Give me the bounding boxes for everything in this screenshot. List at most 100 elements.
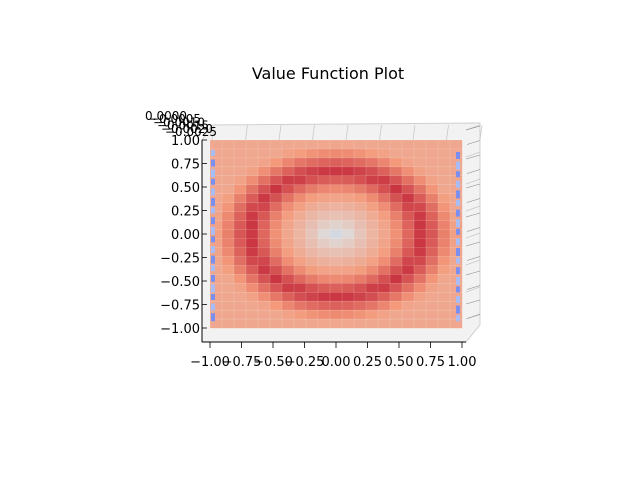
surface-cell [329, 148, 343, 159]
surface-cell [245, 220, 259, 231]
z-pane-tick [466, 169, 481, 174]
surface-cell [401, 300, 415, 311]
surface-cell [245, 211, 259, 222]
surface-cell [305, 220, 319, 231]
surface-cell [365, 184, 379, 195]
surface-cell [353, 211, 367, 222]
surface-cell [341, 166, 355, 177]
surface-cell [233, 157, 247, 168]
surface-cell [389, 148, 403, 159]
surface-cell [413, 291, 427, 302]
surface-cell [281, 318, 295, 329]
surface-cell [221, 184, 235, 195]
surface-cell [329, 211, 343, 222]
z-tick-label: −0.0025 [165, 125, 217, 139]
surface-cell [329, 184, 343, 195]
surface-cell [317, 300, 331, 311]
edge-cell [211, 226, 215, 235]
surface-cell [341, 238, 355, 248]
surface-cell [341, 318, 355, 329]
pane-gridline [465, 259, 481, 266]
surface-cell [365, 291, 379, 302]
pane-gridline [379, 124, 382, 141]
pane-gridline [465, 178, 481, 185]
surface-cell [377, 166, 391, 177]
edge-cell [211, 255, 215, 264]
surface-cell [305, 202, 319, 213]
surface-cell [389, 291, 403, 302]
surface-cell [401, 291, 415, 302]
surface-cell [413, 274, 427, 284]
surface-cell [413, 202, 427, 213]
surface-cell [329, 274, 343, 284]
edge-cell [211, 284, 215, 293]
surface-cell [317, 202, 331, 213]
surface-cell [329, 193, 343, 204]
edge-cell [456, 161, 460, 170]
surface-cell [257, 247, 271, 257]
surface-cell [305, 291, 319, 302]
surface-cell [233, 202, 247, 213]
surface-cell [233, 247, 247, 257]
surface-cell [401, 238, 415, 248]
edge-cell [211, 150, 215, 156]
surface-cell [365, 202, 379, 213]
surface-cell [377, 318, 391, 329]
surface-cell [305, 175, 319, 186]
surface-cell [233, 300, 247, 311]
surface-cell [221, 166, 235, 177]
surface-cell [329, 247, 343, 257]
surface-cell [341, 283, 355, 293]
surface-cell [281, 238, 295, 248]
y-tick-label: −0.25 [160, 252, 200, 267]
surface-cell [413, 238, 427, 248]
pane-gridline [465, 205, 481, 212]
surface-cell [233, 166, 247, 177]
surface-cell [233, 148, 247, 159]
edge-cell [456, 238, 460, 246]
surface-cell [389, 229, 403, 239]
surface-cell [377, 300, 391, 311]
y-tick-label: 1.00 [171, 134, 200, 149]
surface-cell [437, 274, 451, 284]
surface-cell [317, 220, 331, 231]
surface-cell [377, 148, 391, 159]
surface-cell [281, 175, 295, 186]
surface-cell [425, 229, 439, 239]
surface-cell [317, 193, 331, 204]
surface-cell [377, 139, 391, 150]
surface-cell [233, 291, 247, 302]
surface-cell [269, 309, 283, 320]
surface-cell [341, 229, 355, 239]
surface-cell [317, 175, 331, 186]
surface-cell [281, 157, 295, 168]
surface-cell [437, 318, 451, 329]
surface-cell [209, 139, 223, 150]
surface-cell [389, 309, 403, 320]
surface-cell [401, 283, 415, 293]
surface-cell [437, 148, 451, 159]
surface-cell [245, 202, 259, 213]
surface-cell [305, 265, 319, 275]
surface-cell [269, 202, 283, 213]
surface-cell [341, 148, 355, 159]
z-tick-label: −0.0005 [149, 112, 201, 126]
pane-gridline [465, 232, 481, 239]
surface-cell [257, 318, 271, 329]
surface-cell [389, 300, 403, 311]
pane-gridline [465, 151, 481, 158]
surface-cell [269, 229, 283, 239]
x-tick-labels: −1.00−0.75−0.50−0.250.00 0.25 0.50 0.75 1.00 [190, 125, 481, 370]
surface-cell [353, 148, 367, 159]
surface-cell [293, 139, 307, 150]
surface-cell [281, 229, 295, 239]
surface-cell [281, 256, 295, 266]
surface-cell [317, 238, 331, 248]
surface-cell [353, 283, 367, 293]
surface-cell [281, 184, 295, 195]
surface-cell [257, 309, 271, 320]
surface-cell [341, 247, 355, 257]
surface-cell [245, 256, 259, 266]
surface-cell [437, 247, 451, 257]
